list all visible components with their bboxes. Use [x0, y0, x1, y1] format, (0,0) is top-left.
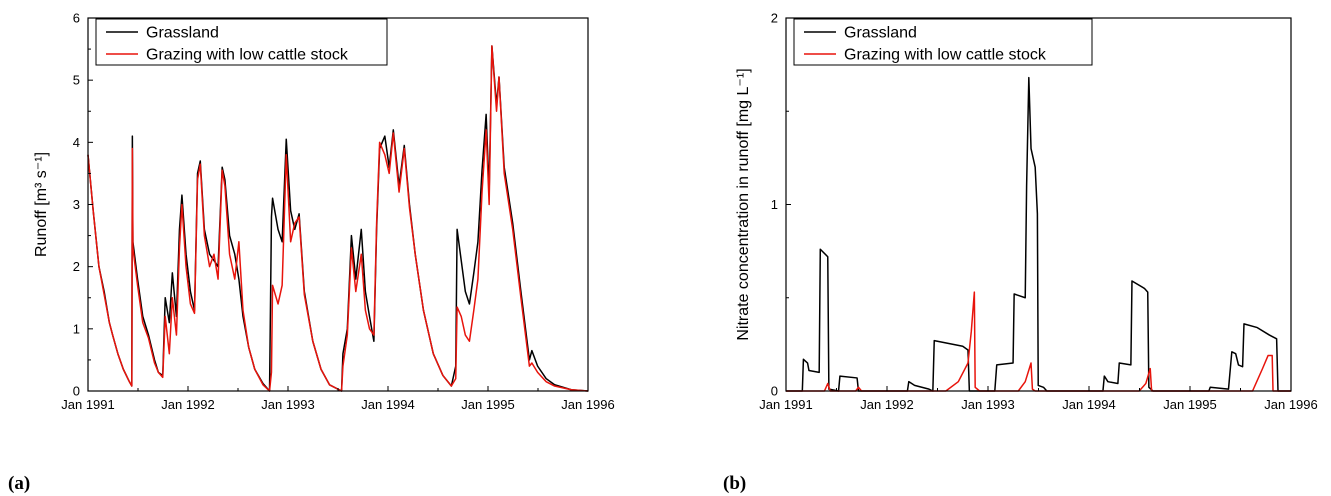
- axes-layer: Jan 1991 Jan 1992 Jan 1993 Jan 1994 Jan 1995…: [61, 11, 615, 413]
- legend: Grassland Grazing with low cattle stock: [95, 18, 388, 66]
- x-tick-label: Jan 1993: [961, 397, 1015, 412]
- series-line-grassland: [87, 45, 589, 392]
- y-tick-label: 6: [73, 11, 80, 26]
- series-layer: [786, 76, 1291, 392]
- legend-box: [793, 18, 1093, 66]
- x-tick-label: Jan 1994: [1062, 397, 1116, 412]
- x-tick-label: Jan 1996: [1264, 397, 1318, 412]
- series-layer: [87, 45, 589, 392]
- y-tick-label: 2: [771, 11, 778, 26]
- y-tick-label: 0: [771, 384, 778, 399]
- x-tick-label: Jan 1992: [161, 397, 215, 412]
- x-tick-label: Jan 1996: [561, 397, 615, 412]
- axes-layer: Jan 1991 Jan 1992 Jan 1993 Jan 1994 Jan 1995…: [759, 11, 1318, 413]
- series-line-grazing-with-low-cattle-stock: [87, 45, 589, 392]
- y-axis-label: Nitrate concentration in runoff [mg L⁻¹]: [735, 68, 752, 340]
- x-tick-label: Jan 1995: [461, 397, 515, 412]
- panel-label-b: (b): [723, 473, 746, 494]
- y-axis-label: Runoff [m³ s⁻¹]: [33, 152, 50, 257]
- panel-label-a: (a): [8, 473, 30, 494]
- legend-label-grassland: Grassland: [844, 25, 917, 42]
- y-tick-label: 1: [771, 197, 778, 212]
- x-tick-label: Jan 1995: [1163, 397, 1217, 412]
- series-line-grassland: [786, 76, 1291, 392]
- plot-frame: [87, 17, 589, 392]
- legend-label-grazing: Grazing with low cattle stock: [146, 47, 349, 64]
- x-tick-label: Jan 1994: [361, 397, 415, 412]
- nitrate-chart: Jan 1991 Jan 1992 Jan 1993 Jan 1994 Jan 1995…: [723, 11, 1318, 495]
- x-tick-label: Jan 1993: [261, 397, 315, 412]
- legend-label-grassland: Grassland: [146, 25, 219, 42]
- legend: Grassland Grazing with low cattle stock: [793, 18, 1093, 66]
- x-tick-label: Jan 1992: [860, 397, 914, 412]
- y-tick-label: 3: [73, 197, 80, 212]
- x-tick-label: Jan 1991: [759, 397, 813, 412]
- y-tick-label: 0: [73, 384, 80, 399]
- x-tick-label: Jan 1991: [61, 397, 115, 412]
- legend-label-grazing: Grazing with low cattle stock: [844, 47, 1047, 64]
- y-tick-label: 1: [73, 321, 80, 336]
- runoff-chart: Jan 1991 Jan 1992 Jan 1993 Jan 1994 Jan 1995…: [8, 11, 615, 495]
- legend-box: [95, 18, 388, 66]
- y-tick-label: 2: [73, 259, 80, 274]
- y-tick-label: 5: [73, 73, 80, 88]
- y-tick-label: 4: [73, 135, 80, 150]
